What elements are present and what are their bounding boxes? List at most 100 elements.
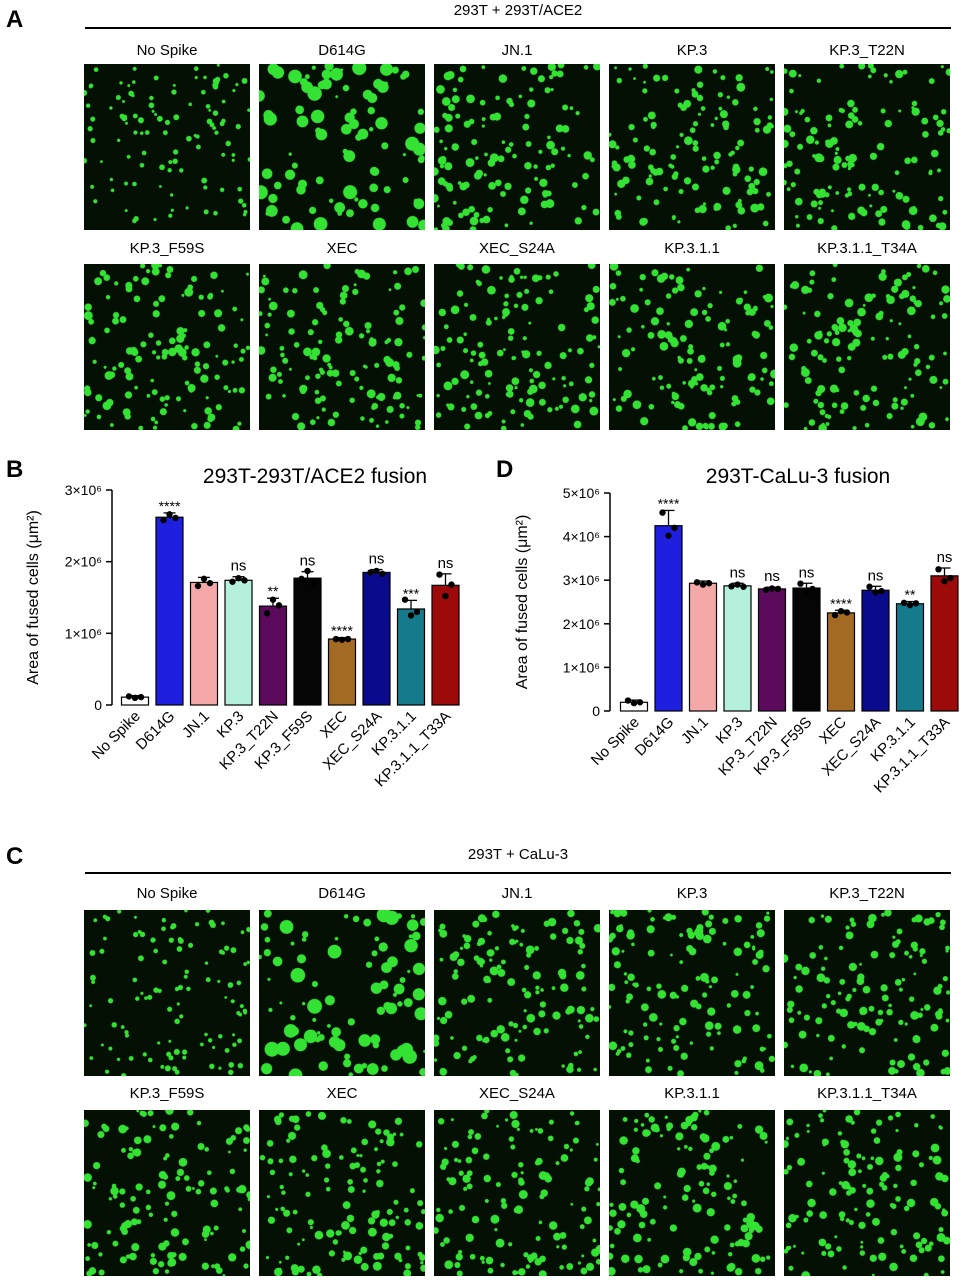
data-point — [900, 599, 908, 607]
data-point — [160, 516, 167, 524]
data-point — [762, 586, 770, 593]
bar — [826, 612, 856, 712]
y-tick-label: 1×10⁶ — [65, 625, 102, 641]
significance-label: ns — [730, 564, 746, 581]
microscopy-image — [84, 64, 250, 230]
data-point — [774, 585, 782, 593]
panel-c-title-line — [85, 872, 951, 874]
x-tick-label: No Spike — [89, 708, 144, 763]
data-point — [906, 601, 914, 609]
x-tick-label: JN.1 — [678, 714, 712, 748]
data-point — [275, 602, 283, 609]
data-point — [263, 610, 271, 617]
data-point — [200, 575, 208, 583]
microscopy-image — [434, 1110, 600, 1276]
image-label: No Spike — [136, 42, 198, 59]
image-label: KP.3_F59S — [129, 240, 205, 257]
microscopy-image — [434, 264, 600, 430]
data-point — [379, 570, 386, 578]
bar — [930, 575, 959, 712]
image-label: XEC — [326, 1085, 358, 1102]
significance-label: ns — [300, 553, 316, 570]
data-point — [699, 581, 707, 588]
y-tick-label: 3×10⁶ — [65, 482, 102, 498]
bar — [861, 589, 890, 712]
image-label: JN.1 — [501, 42, 533, 59]
data-point — [693, 579, 701, 586]
image-label: KP.3.1.1_T34A — [817, 1085, 917, 1102]
image-label: KP.3 — [676, 42, 708, 59]
data-point — [941, 577, 948, 585]
data-point — [229, 578, 236, 585]
microscopy-image — [259, 910, 425, 1076]
data-point — [878, 587, 885, 595]
image-label: XEC_S24A — [479, 1085, 555, 1102]
data-point — [401, 596, 409, 603]
data-point — [935, 566, 942, 573]
bar — [224, 579, 253, 706]
data-point — [373, 567, 380, 575]
data-point — [803, 587, 810, 595]
image-label: KP.3.1.1 — [664, 240, 720, 257]
data-point — [125, 693, 133, 700]
panel-letter-d: D — [496, 456, 514, 483]
significance-label: **** — [159, 498, 181, 514]
panel-letter-a: A — [6, 6, 24, 33]
significance-label: **** — [830, 595, 852, 611]
y-tick-label: 1×10⁶ — [563, 659, 600, 675]
y-tick-label: 5×10⁶ — [563, 485, 600, 501]
image-label: KP.3_F59S — [129, 1085, 205, 1102]
chart-b: 293T-293T/ACE2 fusion Area of fused cells… — [25, 465, 460, 790]
data-point — [671, 524, 678, 532]
data-point — [624, 697, 632, 704]
significance-label: **** — [658, 495, 680, 511]
x-tick-label: D614G — [133, 708, 179, 754]
x-tick-label: D614G — [632, 714, 678, 760]
microscopy-image — [609, 910, 775, 1076]
bar — [792, 587, 821, 712]
image-label: KP.3_T22N — [829, 42, 905, 59]
data-point — [659, 509, 666, 516]
microscopy-image — [609, 1110, 775, 1276]
data-point — [636, 699, 644, 706]
y-tick-label: 2×10⁶ — [65, 554, 102, 570]
data-point — [843, 609, 851, 616]
bar — [258, 605, 288, 706]
data-point — [131, 694, 139, 702]
chart-title: 293T-293T/ACE2 fusion — [203, 465, 427, 488]
image-label: XEC_S24A — [479, 240, 555, 257]
image-label: D614G — [318, 42, 366, 59]
microscopy-image — [259, 264, 425, 430]
microscopy-image — [609, 64, 775, 230]
data-point — [367, 569, 374, 576]
significance-label: **** — [331, 623, 353, 639]
data-point — [665, 532, 672, 539]
data-point — [740, 583, 747, 590]
significance-label: ns — [799, 564, 815, 581]
panel-c-title: 293T + CaLu-3 — [467, 846, 569, 863]
data-point — [728, 583, 735, 590]
data-point — [831, 611, 839, 619]
y-axis-label: Area of fused cells (μm²) — [25, 510, 42, 685]
microscopy-image — [84, 264, 250, 430]
microscopy-image — [84, 910, 250, 1076]
data-point — [837, 607, 845, 615]
data-point — [797, 580, 804, 587]
bar — [654, 525, 683, 712]
data-point — [137, 693, 145, 701]
bar — [431, 584, 460, 706]
significance-label: ns — [937, 549, 953, 566]
image-label: D614G — [318, 885, 366, 902]
data-point — [344, 635, 352, 643]
data-point — [809, 585, 816, 593]
significance-label: *** — [403, 585, 420, 601]
data-point — [912, 600, 920, 607]
significance-label: ns — [369, 551, 385, 568]
data-point — [166, 511, 173, 518]
microscopy-image — [84, 1110, 250, 1276]
y-tick-label: 0 — [592, 703, 600, 719]
bar — [327, 638, 357, 706]
data-point — [947, 574, 954, 582]
image-label: KP.3 — [676, 885, 708, 902]
image-label: No Spike — [136, 885, 198, 902]
